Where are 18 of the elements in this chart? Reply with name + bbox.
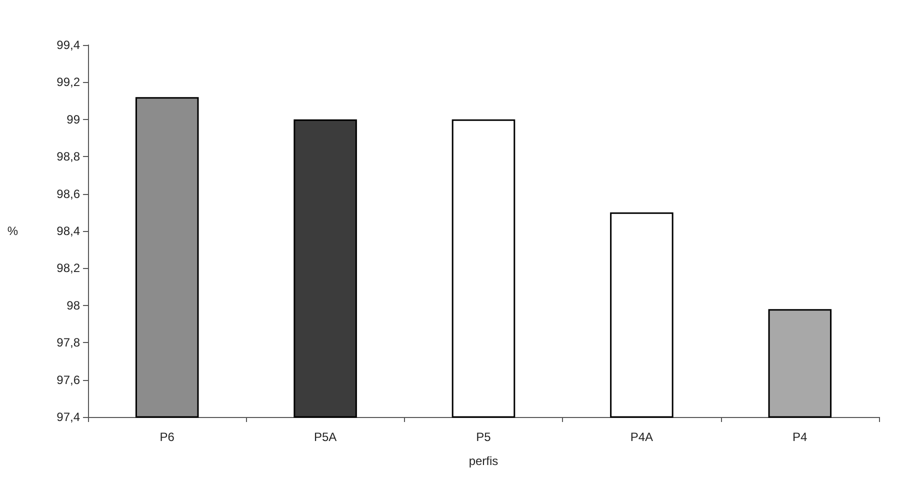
x-tick-label: P6 — [160, 430, 175, 444]
y-tick-label: 97,4 — [56, 410, 80, 424]
y-tick-label: 97,6 — [56, 372, 80, 387]
y-tick-label: 98,8 — [56, 150, 80, 164]
x-tick-label: P5A — [314, 430, 337, 444]
y-tick-label: 98 — [66, 298, 80, 312]
y-tick-label: 99 — [66, 112, 80, 126]
x-tick-label: P5 — [476, 430, 492, 444]
y-tick-label: 97,8 — [56, 336, 80, 350]
y-tick-label: 98,6 — [56, 186, 80, 201]
x-tick-label: P4A — [630, 430, 654, 444]
y-tick-label: 99,2 — [56, 75, 80, 90]
x-tick-label: P4 — [792, 430, 808, 444]
y-tick-label: 98,4 — [56, 224, 80, 238]
x-axis-title: perfis — [468, 454, 498, 468]
y-tick-label: 99,4 — [56, 38, 80, 52]
y-tick-label: 98,2 — [56, 261, 80, 276]
y-axis-title: % — [7, 224, 18, 238]
